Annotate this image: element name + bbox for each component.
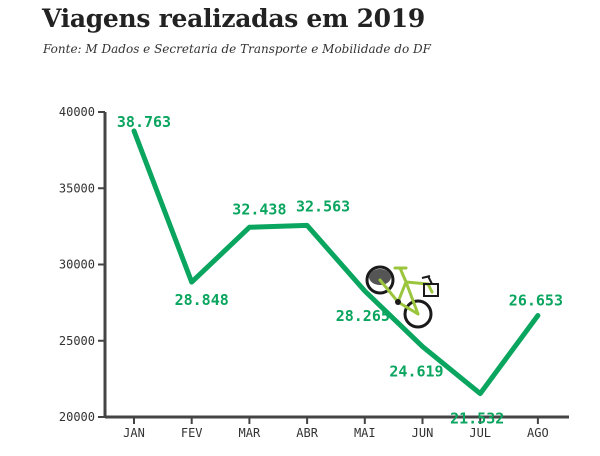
x-tick-label: FEV	[181, 426, 203, 440]
data-label: 24.619	[389, 363, 443, 381]
x-tick-label: MAI	[354, 426, 376, 440]
y-tick-label: 20000	[59, 410, 95, 424]
tick-labels: 20000 25000 30000 35000 40000 JAN FEV MAR ABR MAI…	[59, 105, 549, 440]
data-labels: 38.763 28.848 32.438 32.563 28.265 24.619 21.5…	[117, 113, 563, 428]
data-label: 38.763	[117, 113, 171, 131]
x-tick-label: MAR	[239, 426, 261, 440]
series-line	[131, 128, 541, 397]
data-label: 26.653	[509, 292, 563, 310]
y-tick-label: 30000	[59, 258, 95, 272]
x-tick-label: JUL	[469, 426, 491, 440]
bicycle-icon	[365, 265, 439, 329]
data-label: 28.265	[336, 307, 390, 325]
data-label: 28.848	[175, 291, 229, 309]
x-tick-label: JAN	[123, 426, 145, 440]
axes	[98, 111, 569, 424]
x-tick-label: ABR	[296, 426, 318, 440]
data-label: 21.532	[450, 410, 504, 428]
y-tick-label: 40000	[59, 105, 95, 119]
data-label: 32.563	[296, 197, 350, 215]
y-tick-label: 35000	[59, 181, 95, 195]
chart-title: Viagens realizadas em 2019	[42, 4, 425, 33]
chart-source: Fonte: M Dados e Secretaria de Transport…	[43, 42, 431, 56]
x-tick-label: AGO	[527, 426, 549, 440]
x-tick-label: JUN	[412, 426, 434, 440]
data-label: 32.438	[232, 200, 286, 218]
y-tick-label: 25000	[59, 334, 95, 348]
